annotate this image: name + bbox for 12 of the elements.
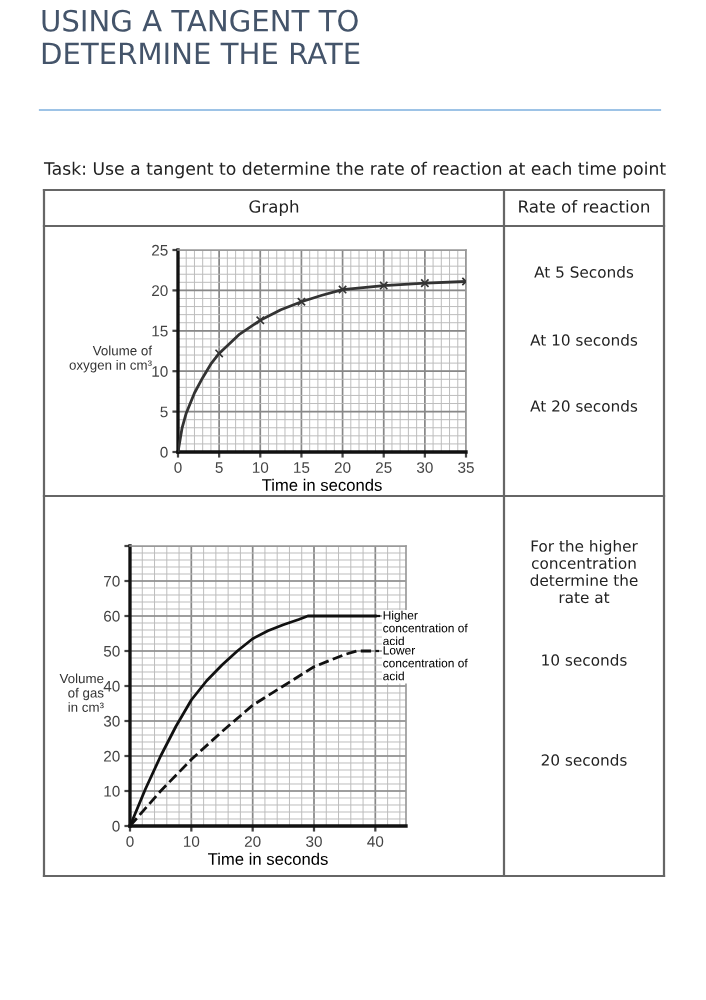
point — [420, 278, 430, 288]
x-axis-title: Time in seconds — [208, 852, 328, 865]
text: Rate of reaction — [519, 199, 650, 213]
point — [379, 281, 389, 291]
point — [214, 348, 224, 358]
point — [338, 285, 348, 295]
text: Task: Use a tangent to determine the rate of reaction at each time point — [43, 161, 666, 179]
point — [255, 315, 265, 325]
text: USING A TANGENT TO DETERMINE THE RATE — [42, 9, 360, 64]
x-axis-title: Time in seconds — [262, 478, 382, 491]
point — [296, 297, 306, 307]
text: Graph — [249, 199, 299, 217]
